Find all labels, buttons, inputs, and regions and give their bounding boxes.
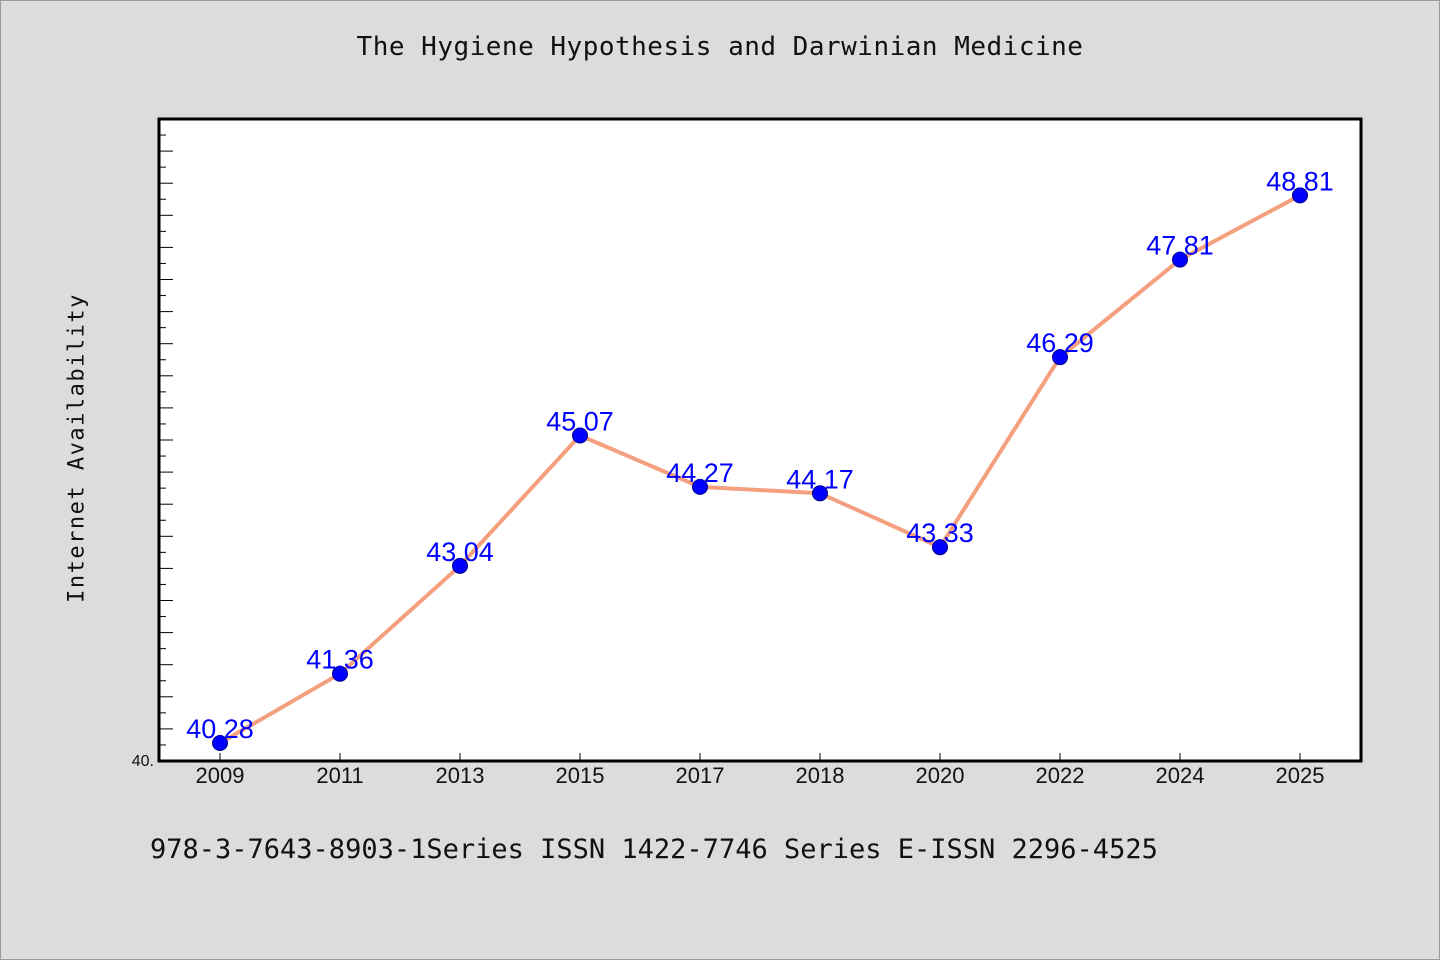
- data-point-marker: [692, 478, 708, 495]
- x-tick-label: 2009: [196, 763, 245, 788]
- data-label: 44.27: [666, 458, 734, 488]
- data-point-marker: [932, 539, 948, 556]
- data-point-marker: [812, 485, 828, 502]
- data-label: 44.17: [786, 464, 854, 494]
- data-label: 47.81: [1146, 231, 1214, 261]
- y-axis-ticks: [159, 118, 173, 762]
- y-tick-label: 40.: [132, 753, 154, 770]
- data-label: 45.07: [546, 407, 614, 437]
- x-tick-label: 2024: [1156, 763, 1205, 788]
- data-markers: [212, 187, 1308, 752]
- x-axis-ticks: 2009 2011 2013 2015 2017 2018 2020 2022 2024 2025: [196, 753, 1325, 788]
- footer-isbn-text: 978-3-7643-8903-1Series ISSN 1422-7746 S…: [150, 834, 1158, 865]
- data-point-marker: [452, 557, 468, 574]
- data-label: 43.04: [426, 537, 494, 567]
- data-label: 41.36: [306, 645, 374, 675]
- x-tick-label: 2015: [556, 763, 605, 788]
- x-tick-label: 2018: [796, 763, 845, 788]
- data-label: 48.81: [1266, 166, 1334, 196]
- data-point-marker: [1292, 187, 1308, 204]
- series-line: [218, 193, 1302, 746]
- data-point-marker: [212, 735, 228, 752]
- data-label: 40.28: [186, 714, 254, 744]
- data-point-marker: [572, 427, 588, 444]
- data-point-marker: [1172, 251, 1188, 268]
- x-tick-label: 2020: [916, 763, 965, 788]
- data-label: 43.33: [906, 518, 974, 548]
- x-tick-label: 2011: [316, 763, 363, 788]
- data-point-marker: [332, 665, 348, 682]
- x-tick-label: 2022: [1036, 763, 1085, 788]
- x-tick-label: 2025: [1276, 763, 1325, 788]
- data-labels: 40.28 41.36 43.04 45.07 44.27 44.17 43.33 46.29…: [186, 166, 1334, 744]
- chart-title: The Hygiene Hypothesis and Darwinian Med…: [356, 32, 1084, 62]
- data-point-marker: [1052, 349, 1068, 366]
- x-tick-label: 2013: [436, 763, 485, 788]
- x-tick-label: 2017: [676, 763, 725, 788]
- data-label: 46.29: [1026, 328, 1094, 358]
